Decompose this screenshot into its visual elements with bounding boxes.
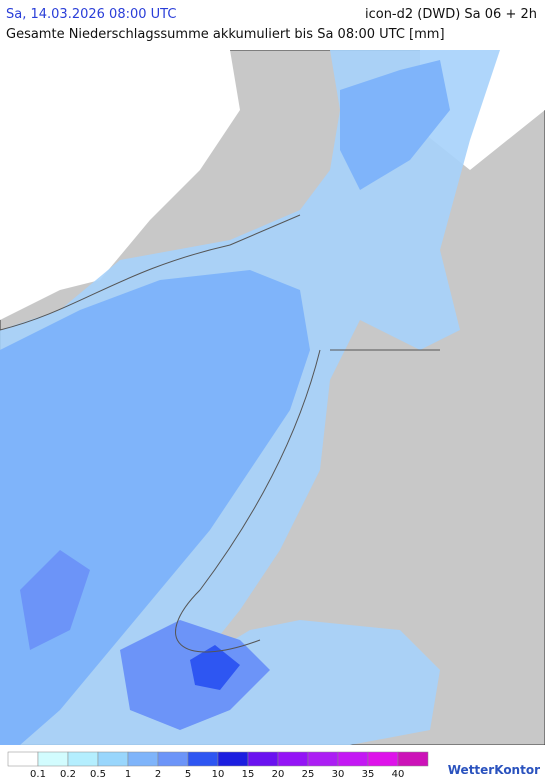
legend-label: 0.1 [30,769,46,780]
legend-label: 40 [392,769,405,780]
sea [0,50,240,320]
legend-swatch [337,751,369,767]
legend-swatch [157,751,189,767]
map-title: Gesamte Niederschlagssumme akkumuliert b… [6,27,445,42]
legend-label: 20 [272,769,285,780]
legend-label: 1 [125,769,131,780]
legend-label: 5 [185,769,191,780]
legend-swatch [217,751,249,767]
legend-label: 30 [332,769,345,780]
precip-moderate [340,60,450,190]
legend-label: 35 [362,769,375,780]
legend-swatch [397,751,429,767]
legend-swatch [67,751,99,767]
precip-moderate [0,270,310,745]
legend-swatch [187,751,219,767]
legend-label: 0.2 [60,769,76,780]
legend-swatch [277,751,309,767]
precip-map [0,50,545,745]
precip-heavy [20,550,90,650]
model-run: icon-d2 (DWD) Sa 06 + 2h [364,7,537,22]
legend-swatch [367,751,399,767]
legend-swatch [97,751,129,767]
legend-label: 0.5 [90,769,106,780]
legend-label: 15 [242,769,255,780]
precip-very-heavy [190,645,240,690]
legend-swatch [7,751,39,767]
border [0,214,440,653]
legend: WetterKontor 0.1 0.2 0.5 1 2 5 10 15 20 25 30 35 40 [7,751,540,780]
legend-swatch [247,751,279,767]
legend-swatch [37,751,69,767]
logo: WetterKontor [448,763,540,777]
legend-swatch [127,751,159,767]
legend-swatch [307,751,339,767]
legend-label: 2 [155,769,161,780]
datetime: Sa, 14.03.2026 08:00 UTC [6,7,177,22]
legend-label: 10 [212,769,225,780]
legend-label: 25 [302,769,315,780]
